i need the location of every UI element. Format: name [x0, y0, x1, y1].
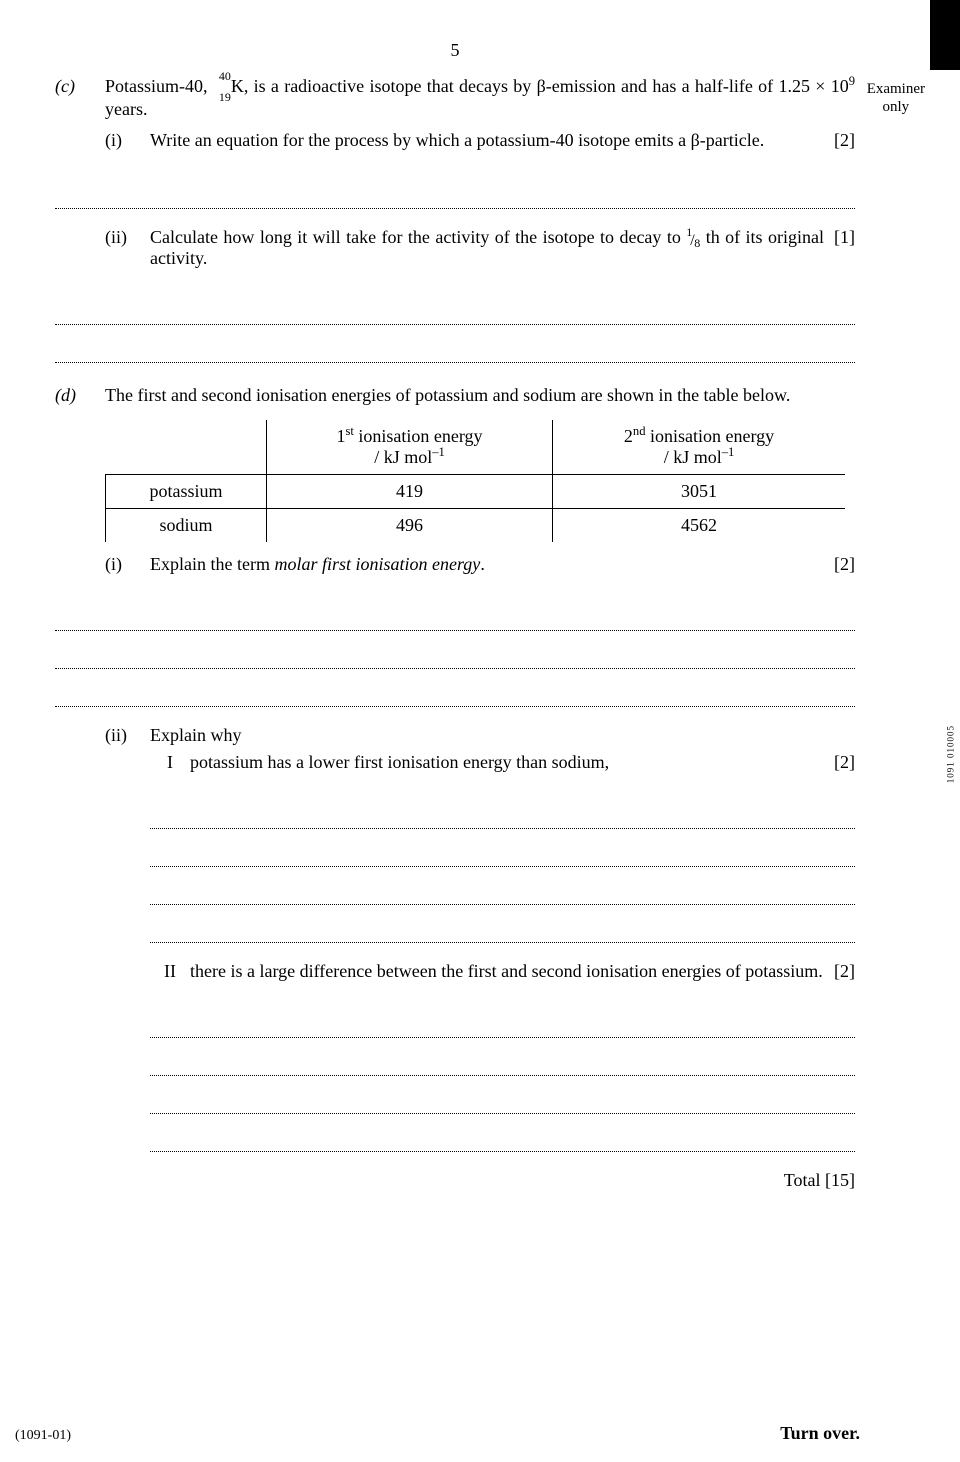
answer-line [55, 683, 855, 707]
answer-line [55, 301, 855, 325]
sub-ii-text: Explain why [150, 725, 855, 746]
sub-i-text: [2] Explain the term molar first ionisat… [150, 554, 855, 575]
col2-header: 2nd ionisation energy / kJ mol–1 [553, 420, 845, 475]
answer-line [150, 881, 855, 905]
footer-code: (1091-01) [15, 1428, 71, 1444]
ionisation-table: 1st ionisation energy / kJ mol–1 2nd ion… [105, 420, 845, 542]
answer-line [150, 919, 855, 943]
cell: 4562 [553, 508, 845, 542]
turn-over: Turn over. [780, 1423, 860, 1444]
part-c-intro: Potassium-40, 4019K, is a radioactive is… [105, 76, 855, 120]
part-d-i: (i) [2] Explain the term molar first ion… [55, 554, 855, 579]
marks: [1] [834, 227, 855, 248]
cell: 419 [267, 474, 553, 508]
answer-line [150, 1090, 855, 1114]
italic-term: molar first ionisation energy [274, 554, 480, 574]
question-text: . [480, 554, 485, 574]
answer-line [150, 1052, 855, 1076]
total-marks: Total [15] [55, 1170, 855, 1191]
answer-line [55, 645, 855, 669]
empty-cell [106, 420, 267, 475]
atomic-number: 19 [219, 90, 231, 105]
text: years. [105, 99, 147, 119]
question-text: Calculate how long it will take for the … [150, 227, 686, 247]
answer-line [55, 185, 855, 209]
question-text: Write an equation for the process by whi… [150, 130, 764, 150]
marks: [2] [834, 752, 855, 773]
question-text: there is a large difference between the … [190, 961, 823, 981]
part-d-intro: The first and second ionisation energies… [105, 385, 855, 406]
marks: [2] [834, 554, 855, 575]
spacer [55, 130, 105, 155]
mass-number: 40 [219, 69, 231, 84]
row-label: sodium [106, 508, 267, 542]
element-symbol: K [231, 76, 244, 96]
sub-ii-label: (ii) [105, 725, 150, 746]
answer-line [55, 339, 855, 363]
part-d-ii: (ii) Explain why I [2] potassium has a l… [55, 725, 855, 777]
sub-i-label: (i) [105, 130, 150, 151]
spacer [55, 227, 105, 273]
sub-i-label: (i) [105, 554, 150, 575]
part-d-ii-II: II [2] there is a large difference betwe… [55, 961, 855, 986]
col1-header: 1st ionisation energy / kJ mol–1 [267, 420, 553, 475]
roman-II-text: [2] there is a large difference between … [190, 961, 855, 982]
part-c: (c) Potassium-40, 4019K, is a radioactiv… [55, 76, 855, 120]
content-area: (c) Potassium-40, 4019K, is a radioactiv… [55, 76, 855, 1191]
cell: 3051 [553, 474, 845, 508]
text: Potassium-40, [105, 76, 213, 96]
text: , is a radioactive isotope that decays b… [244, 76, 849, 96]
side-code: 1091 010005 [945, 725, 955, 783]
examiner-only-label: Examineronly [867, 80, 925, 116]
part-c-i: (i) [2] Write an equation for the proces… [55, 130, 855, 155]
page-number: 5 [55, 40, 855, 61]
denominator: 8 [694, 236, 700, 251]
part-d: (d) The first and second ionisation ener… [55, 385, 855, 406]
spacer [55, 554, 105, 579]
question-text: potassium has a lower first ionisation e… [190, 752, 609, 772]
answer-line [150, 843, 855, 867]
exponent: 9 [849, 74, 855, 88]
sub-ii-text: [1] Calculate how long it will take for … [150, 227, 855, 269]
part-d-label: (d) [55, 385, 105, 406]
spacer [55, 725, 105, 777]
nuclide-symbol: 4019 [213, 77, 231, 99]
sub-i-text: [2] Write an equation for the process by… [150, 130, 855, 151]
roman-II-label: II [150, 961, 190, 982]
exam-page: 5 Examineronly (c) Potassium-40, 4019K, … [0, 0, 960, 1191]
roman-I-text: [2] potassium has a lower first ionisati… [190, 752, 855, 773]
edge-tab [930, 0, 960, 70]
part-c-label: (c) [55, 76, 105, 120]
answer-line [55, 607, 855, 631]
question-text: Explain the term [150, 554, 274, 574]
row-label: potassium [106, 474, 267, 508]
marks: [2] [834, 130, 855, 151]
answer-line [150, 1128, 855, 1152]
part-c-ii: (ii) [1] Calculate how long it will take… [55, 227, 855, 273]
answer-line [150, 1014, 855, 1038]
cell: 496 [267, 508, 553, 542]
marks: [2] [834, 961, 855, 982]
roman-I-label: I [150, 752, 190, 773]
sub-ii-label: (ii) [105, 227, 150, 269]
spacer [55, 961, 105, 986]
fraction: 1/8 [686, 229, 700, 247]
answer-line [150, 805, 855, 829]
